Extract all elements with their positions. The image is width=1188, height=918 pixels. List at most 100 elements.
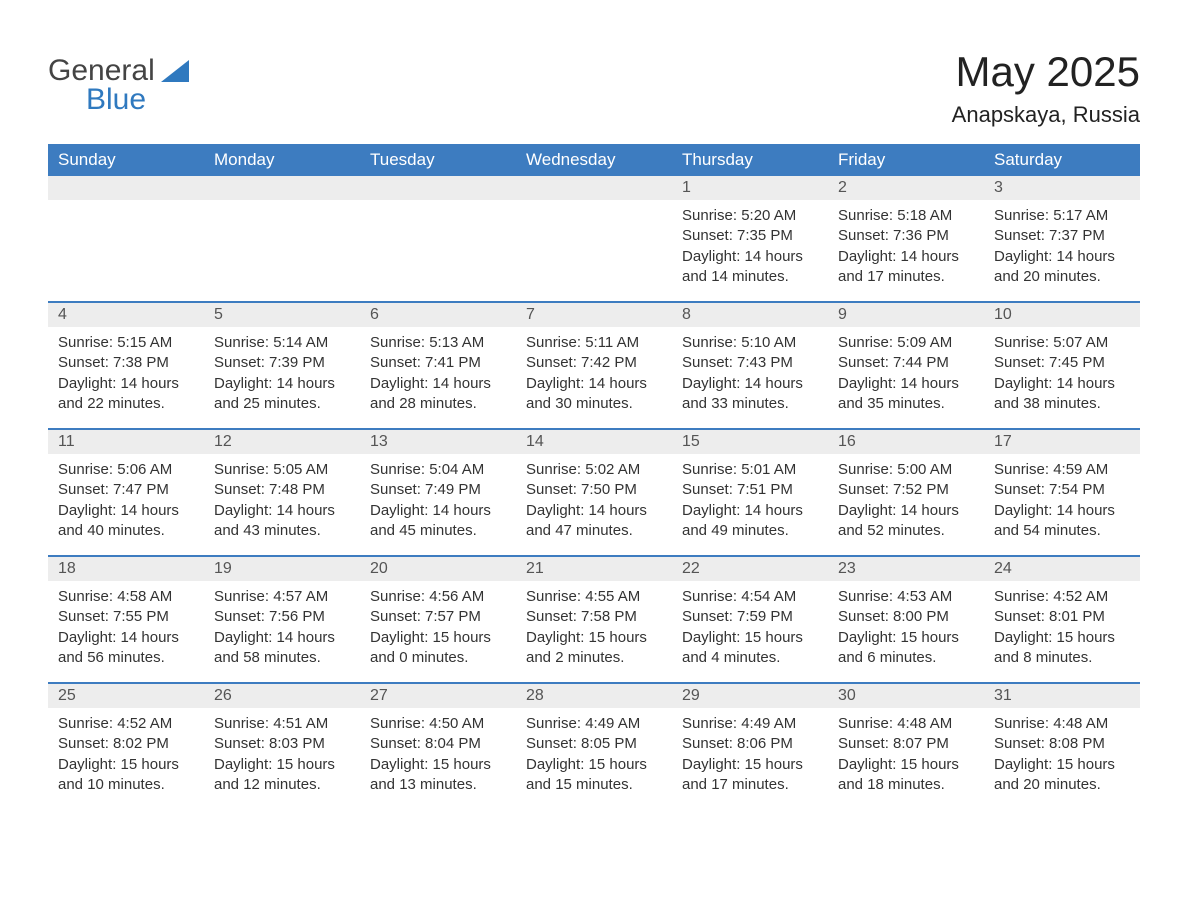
day-details: Sunrise: 4:49 AMSunset: 8:05 PMDaylight:… [516,708,672,795]
day-number: 22 [672,557,828,581]
day-details: Sunrise: 5:00 AMSunset: 7:52 PMDaylight:… [828,454,984,541]
day-details: Sunrise: 4:48 AMSunset: 8:07 PMDaylight:… [828,708,984,795]
weekday-header: Saturday [984,144,1140,176]
calendar-day: 11Sunrise: 5:06 AMSunset: 7:47 PMDayligh… [48,430,204,555]
daylight-text: Daylight: 15 hours [994,755,1130,775]
daylight-text: and 49 minutes. [682,521,818,541]
daylight-text: Daylight: 14 hours [682,501,818,521]
sunrise-text: Sunrise: 4:55 AM [526,587,662,607]
daylight-text: Daylight: 15 hours [838,755,974,775]
day-number: 3 [984,176,1140,200]
location-label: Anapskaya, Russia [952,102,1140,128]
daylight-text: and 6 minutes. [838,648,974,668]
sunrise-text: Sunrise: 5:10 AM [682,333,818,353]
sunset-text: Sunset: 7:45 PM [994,353,1130,373]
sunrise-text: Sunrise: 4:52 AM [994,587,1130,607]
day-details: Sunrise: 5:13 AMSunset: 7:41 PMDaylight:… [360,327,516,414]
sunset-text: Sunset: 7:59 PM [682,607,818,627]
day-number: 20 [360,557,516,581]
day-details: Sunrise: 5:07 AMSunset: 7:45 PMDaylight:… [984,327,1140,414]
sunset-text: Sunset: 7:36 PM [838,226,974,246]
day-number: 16 [828,430,984,454]
sunrise-text: Sunrise: 4:51 AM [214,714,350,734]
day-number [516,176,672,200]
daylight-text: and 14 minutes. [682,267,818,287]
daylight-text: and 56 minutes. [58,648,194,668]
day-number [360,176,516,200]
day-details: Sunrise: 5:15 AMSunset: 7:38 PMDaylight:… [48,327,204,414]
day-details: Sunrise: 5:11 AMSunset: 7:42 PMDaylight:… [516,327,672,414]
day-details: Sunrise: 4:52 AMSunset: 8:01 PMDaylight:… [984,581,1140,668]
calendar-day: 26Sunrise: 4:51 AMSunset: 8:03 PMDayligh… [204,684,360,809]
daylight-text: Daylight: 14 hours [994,501,1130,521]
calendar-day: 27Sunrise: 4:50 AMSunset: 8:04 PMDayligh… [360,684,516,809]
daylight-text: and 10 minutes. [58,775,194,795]
daylight-text: Daylight: 15 hours [214,755,350,775]
day-number: 14 [516,430,672,454]
day-details: Sunrise: 5:05 AMSunset: 7:48 PMDaylight:… [204,454,360,541]
sunset-text: Sunset: 7:48 PM [214,480,350,500]
daylight-text: Daylight: 15 hours [838,628,974,648]
day-details: Sunrise: 5:18 AMSunset: 7:36 PMDaylight:… [828,200,984,287]
day-details: Sunrise: 4:50 AMSunset: 8:04 PMDaylight:… [360,708,516,795]
calendar-day [204,176,360,301]
day-number: 24 [984,557,1140,581]
sunrise-text: Sunrise: 4:50 AM [370,714,506,734]
daylight-text: Daylight: 14 hours [58,374,194,394]
sunrise-text: Sunrise: 4:49 AM [682,714,818,734]
calendar-day: 1Sunrise: 5:20 AMSunset: 7:35 PMDaylight… [672,176,828,301]
calendar-day: 29Sunrise: 4:49 AMSunset: 8:06 PMDayligh… [672,684,828,809]
title-block: May 2025 Anapskaya, Russia [952,48,1140,128]
day-details: Sunrise: 4:59 AMSunset: 7:54 PMDaylight:… [984,454,1140,541]
daylight-text: Daylight: 14 hours [58,628,194,648]
calendar-day: 14Sunrise: 5:02 AMSunset: 7:50 PMDayligh… [516,430,672,555]
day-number [204,176,360,200]
sunset-text: Sunset: 8:07 PM [838,734,974,754]
day-details: Sunrise: 4:58 AMSunset: 7:55 PMDaylight:… [48,581,204,668]
daylight-text: and 25 minutes. [214,394,350,414]
day-details: Sunrise: 4:54 AMSunset: 7:59 PMDaylight:… [672,581,828,668]
sunrise-text: Sunrise: 4:59 AM [994,460,1130,480]
sunrise-text: Sunrise: 4:58 AM [58,587,194,607]
calendar-day: 25Sunrise: 4:52 AMSunset: 8:02 PMDayligh… [48,684,204,809]
sunset-text: Sunset: 7:35 PM [682,226,818,246]
sunset-text: Sunset: 7:43 PM [682,353,818,373]
daylight-text: and 13 minutes. [370,775,506,795]
daylight-text: Daylight: 14 hours [214,374,350,394]
daylight-text: Daylight: 14 hours [994,374,1130,394]
sunrise-text: Sunrise: 4:48 AM [994,714,1130,734]
daylight-text: and 18 minutes. [838,775,974,795]
sunset-text: Sunset: 7:52 PM [838,480,974,500]
calendar-day: 5Sunrise: 5:14 AMSunset: 7:39 PMDaylight… [204,303,360,428]
calendar-day: 23Sunrise: 4:53 AMSunset: 8:00 PMDayligh… [828,557,984,682]
daylight-text: Daylight: 15 hours [682,755,818,775]
day-number: 6 [360,303,516,327]
day-number: 4 [48,303,204,327]
sunset-text: Sunset: 8:08 PM [994,734,1130,754]
day-number: 15 [672,430,828,454]
day-number: 19 [204,557,360,581]
daylight-text: Daylight: 14 hours [526,501,662,521]
daylight-text: and 28 minutes. [370,394,506,414]
calendar-body: 1Sunrise: 5:20 AMSunset: 7:35 PMDaylight… [48,176,1140,809]
day-details: Sunrise: 4:52 AMSunset: 8:02 PMDaylight:… [48,708,204,795]
daylight-text: Daylight: 14 hours [682,247,818,267]
calendar-day: 15Sunrise: 5:01 AMSunset: 7:51 PMDayligh… [672,430,828,555]
sunset-text: Sunset: 7:44 PM [838,353,974,373]
sunset-text: Sunset: 7:58 PM [526,607,662,627]
sunset-text: Sunset: 8:01 PM [994,607,1130,627]
day-details: Sunrise: 5:01 AMSunset: 7:51 PMDaylight:… [672,454,828,541]
calendar-day: 6Sunrise: 5:13 AMSunset: 7:41 PMDaylight… [360,303,516,428]
sunrise-text: Sunrise: 5:01 AM [682,460,818,480]
day-details: Sunrise: 4:49 AMSunset: 8:06 PMDaylight:… [672,708,828,795]
sunset-text: Sunset: 7:57 PM [370,607,506,627]
daylight-text: Daylight: 14 hours [994,247,1130,267]
sunset-text: Sunset: 7:55 PM [58,607,194,627]
sunrise-text: Sunrise: 5:15 AM [58,333,194,353]
daylight-text: and 30 minutes. [526,394,662,414]
weekday-header: Tuesday [360,144,516,176]
day-number: 27 [360,684,516,708]
sunrise-text: Sunrise: 5:09 AM [838,333,974,353]
calendar-day: 9Sunrise: 5:09 AMSunset: 7:44 PMDaylight… [828,303,984,428]
day-details: Sunrise: 5:14 AMSunset: 7:39 PMDaylight:… [204,327,360,414]
